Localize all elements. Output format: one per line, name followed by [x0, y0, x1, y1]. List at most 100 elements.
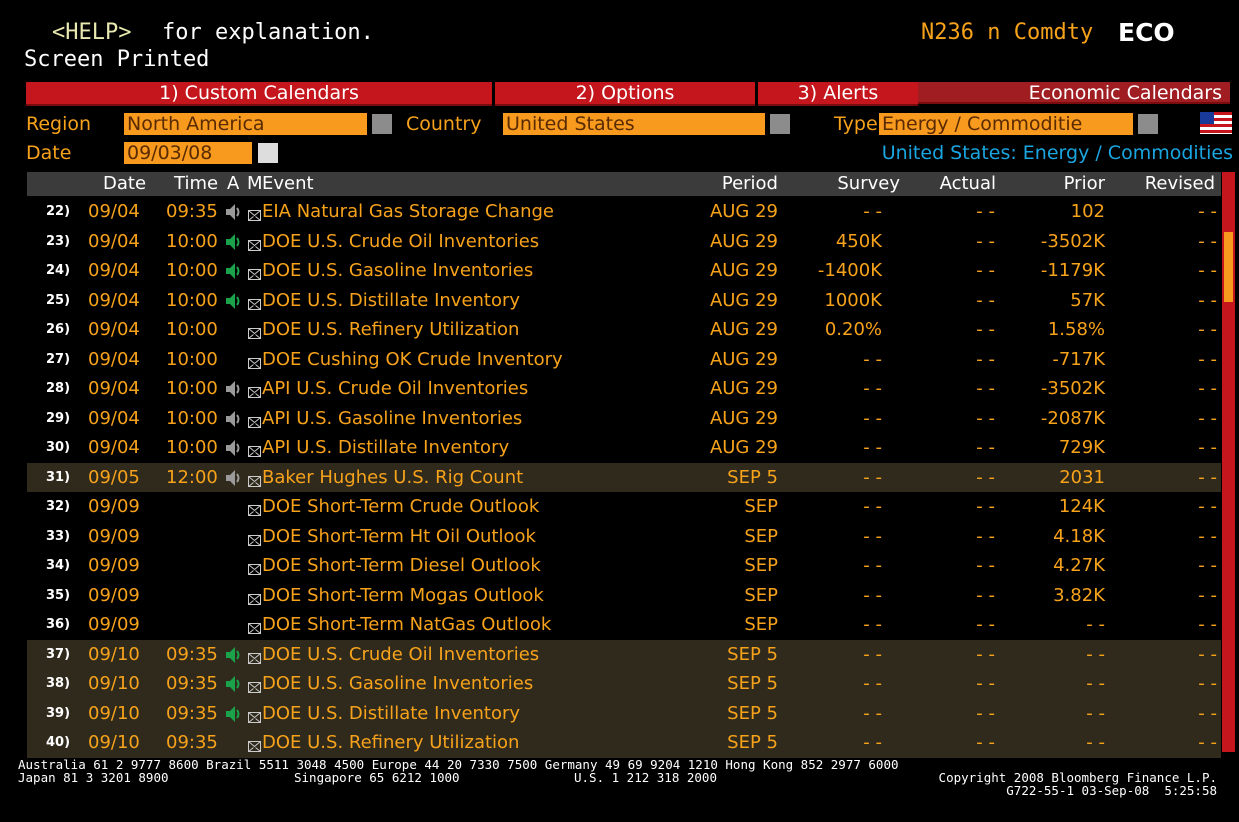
memo-icon[interactable] — [248, 295, 261, 310]
actual: - - — [976, 555, 995, 576]
column-header: Date — [103, 173, 147, 194]
event-name[interactable]: API U.S. Distillate Inventory — [262, 437, 510, 458]
survey: - - — [863, 348, 882, 370]
event-name[interactable]: DOE U.S. Refinery Utilization — [262, 732, 520, 753]
memo-icon[interactable] — [248, 531, 261, 546]
alert-speaker[interactable] — [226, 292, 240, 309]
alert-speaker[interactable] — [226, 676, 240, 692]
revised: - - — [1198, 643, 1217, 665]
alert-speaker[interactable] — [226, 440, 240, 456]
event-name[interactable]: DOE Short-Term Diesel Outlook — [262, 555, 541, 576]
event-name[interactable]: EIA Natural Gas Storage Change — [262, 201, 554, 222]
memo-icon[interactable] — [248, 472, 261, 487]
scroll-thumb[interactable] — [1224, 232, 1233, 302]
event-name[interactable]: DOE Cushing OK Crude Inventory — [262, 348, 563, 370]
event-name[interactable]: DOE U.S. Crude Oil Inventories — [262, 643, 540, 665]
help-key[interactable]: <HELP> — [52, 20, 132, 45]
alert-speaker[interactable] — [226, 204, 240, 220]
alert-speaker[interactable] — [226, 381, 240, 397]
revised: - - — [1198, 260, 1217, 281]
memo-icon[interactable] — [248, 590, 261, 605]
actual: - - — [976, 378, 995, 399]
row-date: 09/04 — [88, 319, 140, 340]
date-field[interactable]: 09/03/08 — [124, 142, 252, 164]
tab[interactable]: 2) Options — [495, 82, 755, 106]
type-field[interactable]: Energy / Commoditie — [879, 113, 1133, 135]
prior: -2087K — [1040, 407, 1105, 429]
survey: - - — [863, 584, 882, 606]
actual: - - — [976, 201, 995, 222]
memo-icon[interactable] — [248, 442, 261, 457]
survey: - - — [863, 407, 882, 429]
event-name[interactable]: DOE Short-Term Crude Outlook — [262, 496, 540, 517]
memo-icon[interactable] — [248, 206, 261, 221]
event-name[interactable]: DOE U.S. Crude Oil Inventories — [262, 230, 540, 252]
period: SEP — [744, 584, 778, 606]
event-name[interactable]: DOE Short-Term NatGas Outlook — [262, 614, 552, 635]
alert-speaker[interactable] — [226, 233, 240, 250]
alert-speaker[interactable] — [226, 410, 240, 427]
period: SEP 5 — [727, 732, 778, 753]
dropdown-button[interactable] — [1138, 114, 1158, 134]
event-name[interactable]: DOE U.S. Distillate Inventory — [262, 702, 521, 724]
actual: - - — [976, 348, 995, 370]
memo-icon[interactable] — [248, 413, 261, 428]
survey: - - — [863, 201, 882, 222]
tab[interactable]: 1) Custom Calendars — [26, 82, 492, 106]
prior: 57K — [1070, 289, 1105, 311]
memo-icon[interactable] — [248, 737, 261, 752]
row-date: 09/09 — [88, 496, 140, 517]
memo-icon[interactable] — [248, 708, 261, 723]
memo-icon[interactable] — [248, 354, 261, 369]
row-date: 09/09 — [88, 525, 140, 547]
timestamp: G722-55-1 03-Sep-08 5:25:58 — [1006, 783, 1217, 798]
memo-icon[interactable] — [248, 678, 261, 693]
tab[interactable]: 3) Alerts — [758, 82, 918, 106]
column-header: Period — [721, 173, 778, 194]
event-name[interactable]: DOE U.S. Gasoline Inventories — [262, 673, 534, 694]
dropdown-button[interactable] — [770, 114, 790, 134]
alert-speaker[interactable] — [226, 469, 240, 486]
row-number: 38) — [46, 676, 71, 691]
prior: -3502K — [1040, 378, 1105, 399]
row-time: 10:00 — [166, 289, 218, 311]
memo-icon[interactable] — [248, 560, 261, 575]
event-name[interactable]: Baker Hughes U.S. Rig Count — [262, 466, 524, 488]
prior: 3.82K — [1053, 584, 1105, 606]
event-name[interactable]: API U.S. Gasoline Inventories — [262, 407, 523, 429]
memo-icon[interactable] — [248, 324, 261, 339]
event-name[interactable]: DOE U.S. Refinery Utilization — [262, 319, 520, 340]
subtitle: United States: Energy / Commodities — [881, 142, 1233, 164]
event-name[interactable]: DOE U.S. Gasoline Inventories — [262, 260, 534, 281]
alert-speaker[interactable] — [226, 705, 240, 722]
memo-icon[interactable] — [248, 383, 261, 398]
ticker: N236 n Comdty — [921, 20, 1094, 45]
calendar-button[interactable] — [258, 143, 278, 163]
event-name[interactable]: DOE Short-Term Mogas Outlook — [262, 584, 544, 606]
prior: - - — [1086, 673, 1105, 694]
prior: -717K — [1052, 348, 1105, 370]
prior: - - — [1086, 702, 1105, 724]
alert-speaker[interactable] — [226, 646, 240, 663]
revised: - - — [1198, 525, 1217, 547]
country-field[interactable]: United States — [503, 113, 765, 135]
actual: - - — [976, 437, 995, 458]
scrollbar[interactable] — [1222, 172, 1235, 752]
event-name[interactable]: API U.S. Crude Oil Inventories — [262, 378, 529, 399]
row-time: 09:35 — [166, 732, 218, 753]
row-number: 40) — [46, 735, 71, 750]
period: AUG 29 — [709, 407, 778, 429]
country-label: Country — [406, 113, 482, 135]
alert-speaker[interactable] — [226, 263, 240, 279]
memo-icon[interactable] — [248, 619, 261, 634]
memo-icon[interactable] — [248, 265, 261, 280]
dropdown-button[interactable] — [372, 114, 392, 134]
survey: - - — [863, 555, 882, 576]
event-name[interactable]: DOE U.S. Distillate Inventory — [262, 289, 521, 311]
event-name[interactable]: DOE Short-Term Ht Oil Outlook — [262, 525, 536, 547]
memo-icon[interactable] — [248, 501, 261, 516]
row-number: 29) — [46, 410, 71, 426]
memo-icon[interactable] — [248, 649, 261, 664]
region-field[interactable]: North America — [124, 113, 367, 135]
memo-icon[interactable] — [248, 236, 261, 251]
